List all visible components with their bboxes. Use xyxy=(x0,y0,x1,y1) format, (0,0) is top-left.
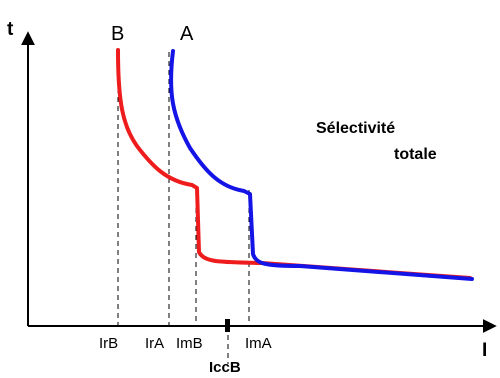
tick-label-iccb: IccB xyxy=(209,359,241,376)
tick-label-ima: ImA xyxy=(245,335,272,352)
selectivity-note-line1: Sélectivité xyxy=(316,120,395,137)
selectivity-note-line2: totale xyxy=(394,146,437,163)
curve-b xyxy=(116,48,472,280)
x-axis-label: I xyxy=(482,340,487,361)
curve-a-label: A xyxy=(180,23,194,45)
tick-label-irb: IrB xyxy=(99,335,118,352)
tick-label-ira: IrA xyxy=(145,335,164,352)
curve-b-label: B xyxy=(111,23,124,45)
iccb-marker xyxy=(225,319,230,332)
tick-label-imb: ImB xyxy=(176,335,203,352)
y-axis-label: t xyxy=(7,19,14,40)
curve-a xyxy=(169,49,474,281)
